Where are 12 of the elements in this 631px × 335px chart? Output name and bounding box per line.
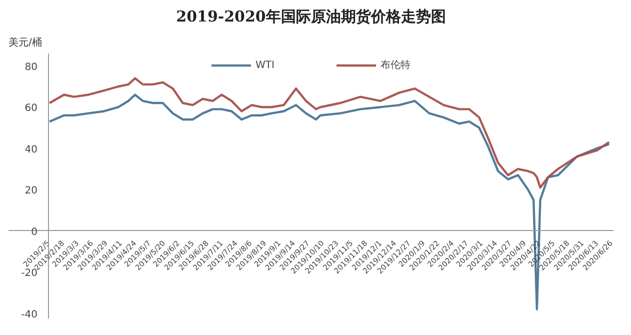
- y-tick-label: 40: [24, 144, 38, 156]
- y-tick-label: 0: [31, 226, 38, 238]
- y-tick-label: 20: [24, 186, 38, 197]
- line-series: [48, 77, 610, 189]
- y-tick-label: -40: [21, 309, 38, 320]
- y-tick-label: -20: [21, 268, 38, 280]
- chart-title: 2019-2020年国际原油期货价格走势图: [176, 8, 446, 26]
- y-tick-label: 60: [24, 103, 38, 114]
- y-axis-title: 美元/桶: [8, 36, 42, 48]
- legend-label: WTI: [256, 60, 276, 70]
- y-tick-label: 80: [24, 62, 38, 73]
- legend-label: 布伦特: [380, 58, 410, 72]
